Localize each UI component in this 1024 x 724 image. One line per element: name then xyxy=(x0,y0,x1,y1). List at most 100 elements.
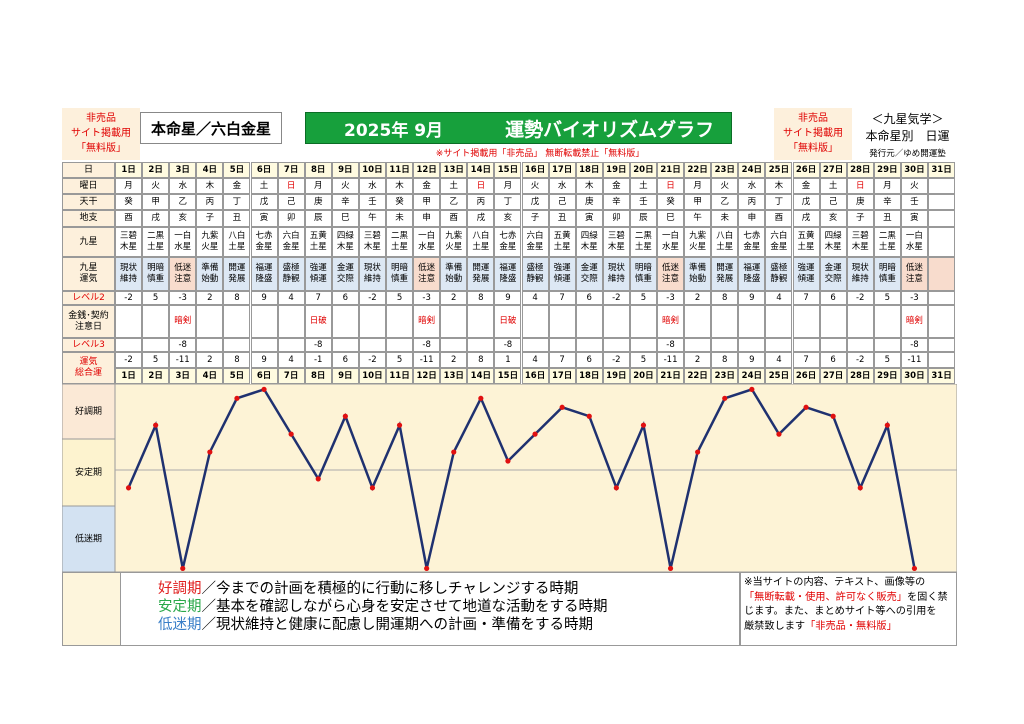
cell: 日 xyxy=(846,178,874,194)
cell: -11 xyxy=(413,352,441,368)
cell: 8 xyxy=(223,291,251,305)
cell: 5 xyxy=(873,291,901,305)
cell-line: 金運 xyxy=(580,263,598,273)
point xyxy=(369,485,376,491)
cell: -2 xyxy=(846,352,874,368)
cell: 寅 xyxy=(900,210,928,227)
cell-line: 隆盛 xyxy=(499,274,517,284)
cell-line: 始動 xyxy=(689,274,707,284)
cell-line: 交際 xyxy=(580,274,598,284)
cell-line: 八白 xyxy=(228,231,246,241)
legend-item: 好調期／今までの計画を積極的に行動に移しチャレンジする時期 xyxy=(158,580,608,598)
cell: 巳 xyxy=(331,210,359,227)
cell: 盛極 静観 xyxy=(765,257,793,291)
cell xyxy=(873,305,901,338)
cell: 2 xyxy=(440,291,468,305)
cell-line: 四緑 xyxy=(824,231,842,241)
cell: 2 xyxy=(196,352,224,368)
cell: 辰 xyxy=(629,210,657,227)
cell-line: 六白 xyxy=(282,231,300,241)
cell: 水 xyxy=(548,178,576,194)
cell: 水 xyxy=(169,178,197,194)
notice-segment: ※当サイトの内容、テキスト、画像等の xyxy=(744,577,926,588)
point xyxy=(911,565,918,572)
cell xyxy=(928,305,956,338)
cell: 7日 xyxy=(277,368,305,384)
plot-bg xyxy=(114,384,957,572)
cell: 辛 xyxy=(331,194,359,210)
cell-line: 木星 xyxy=(580,242,598,252)
cell: 五黄 土星 xyxy=(792,227,820,257)
cell-line: 福運 xyxy=(743,263,761,273)
cell: 戊 xyxy=(521,194,549,210)
cell: 一白 水星 xyxy=(169,227,197,257)
notice-segment: 「無断転載・使用、許可なく販売」 xyxy=(744,591,907,603)
cell: 明暗 慎重 xyxy=(142,257,170,291)
cell: 9日 xyxy=(331,162,359,178)
band xyxy=(62,438,116,507)
point xyxy=(884,422,890,428)
cell: 木 xyxy=(575,178,603,194)
cell xyxy=(928,291,956,305)
cell: 酉 xyxy=(440,210,468,227)
cell: 木 xyxy=(386,178,414,194)
cell xyxy=(331,338,359,352)
cell-line: 金星 xyxy=(743,242,761,252)
cell-line: 一白 xyxy=(418,231,436,241)
publisher-box: ＜九星気学＞ 本命星別 日運 発行元／ゆめ開運塾 xyxy=(855,110,960,159)
row-label: 日 xyxy=(62,162,115,178)
cell: 5 xyxy=(386,291,414,305)
cell xyxy=(792,338,820,352)
cell-line: 強運 xyxy=(309,263,327,273)
cell: 10日 xyxy=(358,368,386,384)
footer-notice: ※当サイトの内容、テキスト、画像等の 「無断転載・使用、許可なく販売」を固く禁 じま… xyxy=(744,576,948,634)
cell-line: 交際 xyxy=(824,274,842,284)
cell-line: 現状 xyxy=(363,263,381,273)
cell-line: 低迷 xyxy=(174,263,192,273)
cell: 戊 xyxy=(250,194,278,210)
cell-line: 静観 xyxy=(282,274,300,284)
cell: 4 xyxy=(521,352,549,368)
cell: 四緑 木星 xyxy=(819,227,847,257)
cell: -2 xyxy=(602,291,630,305)
cell: 7日 xyxy=(277,162,305,178)
cell: -8 xyxy=(900,338,928,352)
cell: 2 xyxy=(684,291,712,305)
cell: -8 xyxy=(169,338,197,352)
point xyxy=(342,413,348,419)
row-label: レベル2 xyxy=(62,291,115,305)
cell-line: 七赤 xyxy=(499,231,517,241)
cell: 戌 xyxy=(467,210,495,227)
cell: 6 xyxy=(331,291,359,305)
cell: 13日 xyxy=(440,368,468,384)
cell: 3日 xyxy=(169,368,197,384)
cell: 2日 xyxy=(142,162,170,178)
notice-segment: じます。また、まとめサイト等への引用を xyxy=(744,606,937,617)
cell-line: 現状 xyxy=(851,263,869,273)
notice: ※サイト掲載用「非売品」 無断転載禁止「無料版」 xyxy=(435,149,645,159)
right-stamp: 非売品 サイト掲載用 「無料版」 xyxy=(774,108,852,160)
cell: 盛極 静観 xyxy=(521,257,549,291)
cell xyxy=(765,305,793,338)
cell: 亥 xyxy=(169,210,197,227)
cell: 子 xyxy=(196,210,224,227)
cell: 8 xyxy=(467,291,495,305)
cell-line: 準備 xyxy=(201,263,219,273)
cell: 19日 xyxy=(602,162,630,178)
cell: 丑 xyxy=(873,210,901,227)
cell: 5 xyxy=(629,352,657,368)
point xyxy=(586,413,592,419)
point xyxy=(505,458,511,464)
cell-line: 傾運 xyxy=(309,274,327,284)
cell-line: 三碧 xyxy=(363,231,381,241)
cell-line: 木星 xyxy=(336,242,354,252)
cell: 5 xyxy=(629,291,657,305)
point xyxy=(207,449,213,455)
cell: 10日 xyxy=(358,162,386,178)
cell: 午 xyxy=(358,210,386,227)
cell: 金運 交際 xyxy=(819,257,847,291)
cell xyxy=(548,305,576,338)
point xyxy=(640,422,647,428)
row-label: レベル3 xyxy=(62,338,115,352)
cell: -3 xyxy=(413,291,441,305)
